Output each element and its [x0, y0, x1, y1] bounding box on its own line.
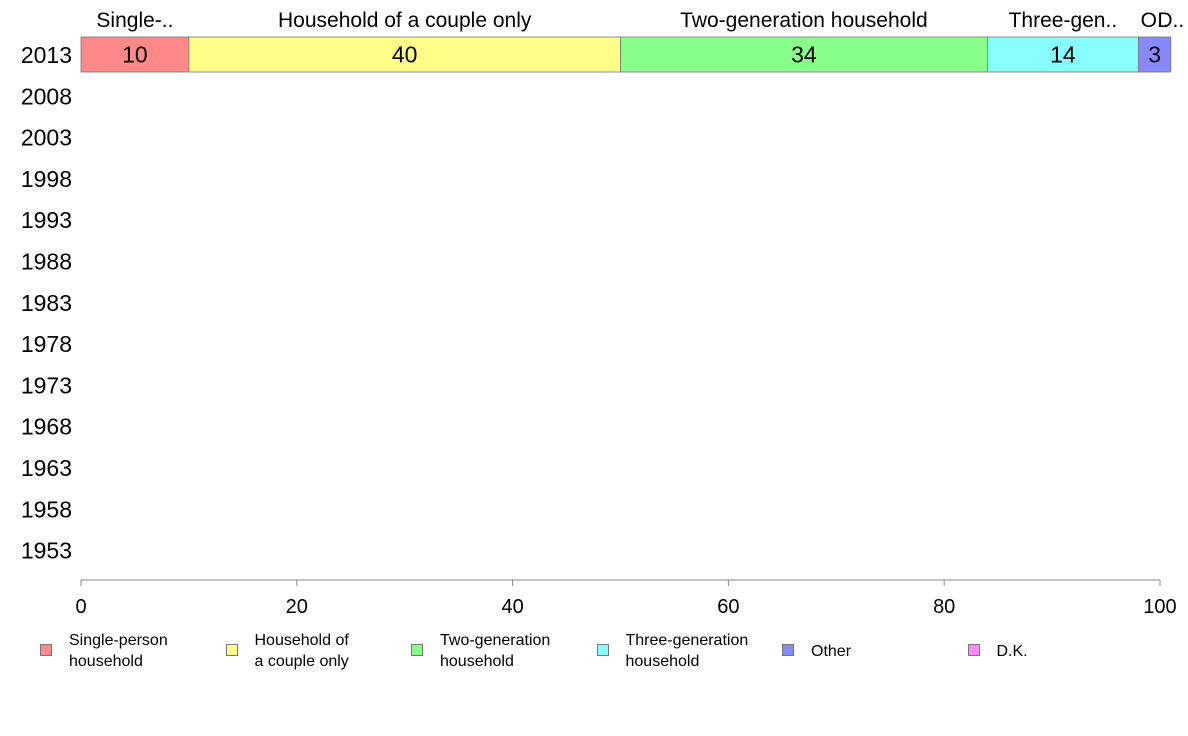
legend: Single-person household Household of a co…	[40, 630, 1140, 674]
legend-swatch	[225, 644, 238, 656]
series-top-label: Household of a couple only	[278, 9, 532, 32]
bar-data-label: 3	[1148, 42, 1161, 68]
legend-swatch	[967, 644, 980, 656]
bar-data-label: 14	[1050, 42, 1076, 68]
legend-label: Two-generation household	[440, 632, 551, 670]
bar-segment	[188, 36, 621, 73]
x-tick-label: 60	[717, 596, 739, 618]
x-tick-label: 0	[75, 596, 86, 618]
bar-segment	[1138, 36, 1172, 73]
series-top-label: Single-..	[96, 9, 173, 32]
y-tick-label: 2003	[21, 125, 72, 151]
legend-swatch	[782, 644, 794, 656]
y-tick-label: 1983	[21, 290, 72, 316]
series-top-labels: Single-.. Household of a couple only Two-g…	[96, 9, 1184, 32]
legend-swatch	[596, 644, 609, 656]
x-tick-label: 80	[933, 596, 955, 618]
y-tick-label: 1968	[21, 414, 72, 440]
y-tick-label: 1953	[21, 538, 72, 564]
bar-data-label: 10	[122, 42, 148, 68]
x-tick-label: 20	[286, 596, 308, 618]
y-tick-label: 1973	[21, 372, 72, 398]
x-tick-label: 100	[1143, 596, 1176, 618]
y-tick-label: 1988	[21, 249, 72, 275]
y-tick-label: 1958	[21, 496, 72, 522]
bar-data-label: 34	[791, 42, 817, 68]
y-tick-label: 2013	[21, 42, 72, 68]
bar-data-labels: 10 40 34 14 3	[122, 42, 1161, 68]
legend-label: Household of a couple only	[254, 632, 349, 670]
series-top-label: Three-gen..	[1009, 9, 1118, 32]
legend-swatch	[411, 644, 423, 656]
y-axis-tick-labels: 2013 2008 2003 1998 1993 1988 1983 1978 1973 1968…	[21, 42, 72, 564]
legend-label: Three-generation household	[625, 632, 749, 670]
legend-label: Other	[811, 643, 852, 660]
series-top-label: D..	[1157, 9, 1184, 32]
bars	[80, 36, 1172, 73]
y-tick-label: 1993	[21, 207, 72, 233]
x-tick-label: 40	[501, 596, 523, 618]
series-top-label: O..	[1141, 9, 1169, 32]
bar-data-label: 40	[392, 42, 418, 68]
x-axis: 0 20 40 60 80 100	[75, 579, 1177, 618]
series-top-label: Two-generation household	[680, 9, 928, 32]
y-tick-label: 1963	[21, 455, 72, 481]
y-tick-label: 1978	[21, 331, 72, 357]
y-tick-label: 1998	[21, 166, 72, 192]
legend-label: D.K.	[996, 643, 1028, 660]
legend-label: Single-person household	[69, 632, 168, 670]
y-tick-label: 2008	[21, 83, 72, 109]
legend-swatch	[40, 644, 52, 656]
